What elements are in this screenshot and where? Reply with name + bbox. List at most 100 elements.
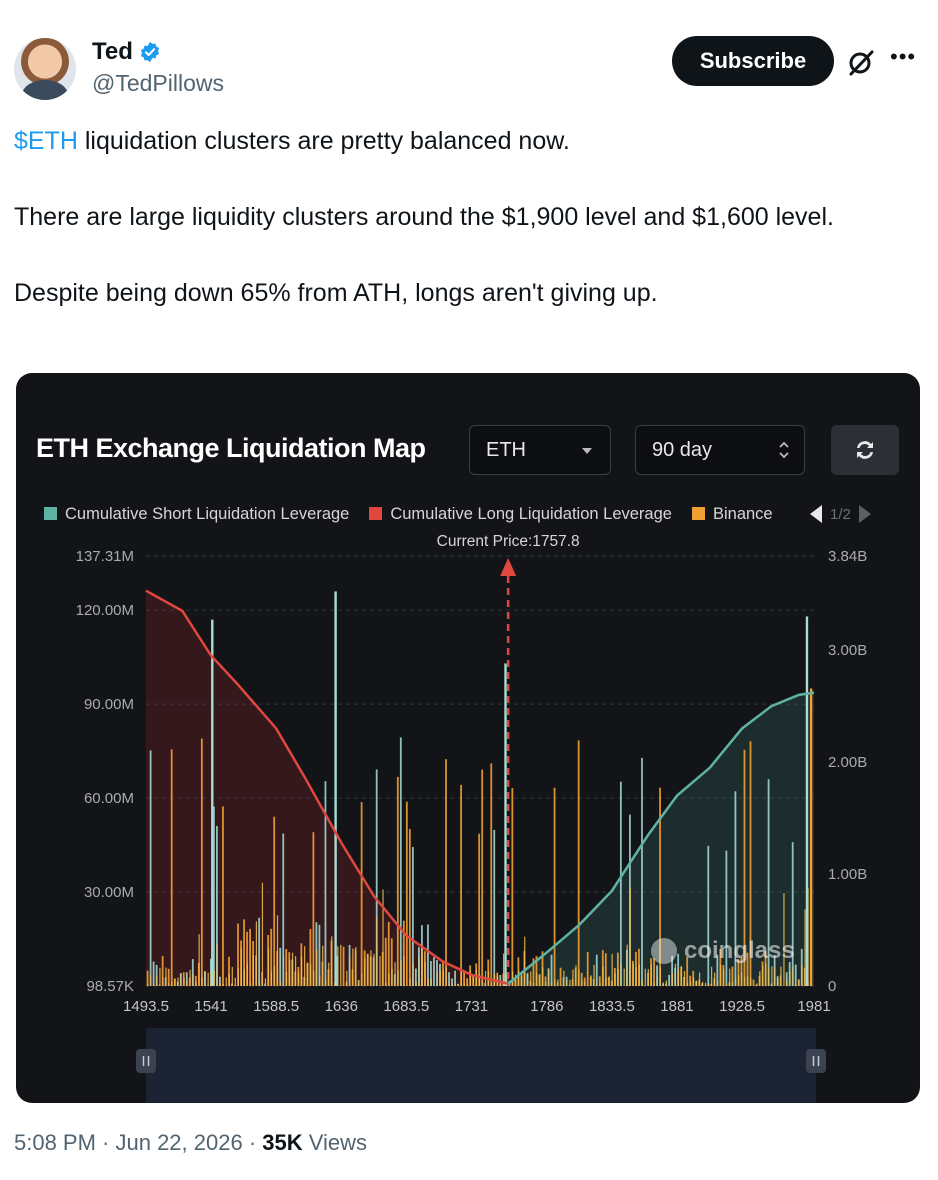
liquidation-bar xyxy=(375,769,378,986)
liquidation-bar xyxy=(352,948,354,986)
liquidation-bar xyxy=(216,943,218,986)
liquidation-bar xyxy=(201,977,203,986)
liquidation-bar xyxy=(237,923,239,986)
verified-badge-icon xyxy=(140,41,159,63)
liquidation-bar xyxy=(460,970,462,986)
liquidation-bar xyxy=(677,969,680,986)
next-page-icon[interactable] xyxy=(858,505,871,523)
liquidation-bar xyxy=(273,965,276,986)
x-tick: 1833.5 xyxy=(589,998,635,1015)
tweet-text: $ETH liquidation clusters are pretty bal… xyxy=(14,127,834,307)
liquidation-bar xyxy=(313,970,315,986)
chart-image[interactable]: ETH Exchange Liquidation Map ETH 90 day … xyxy=(16,373,920,1103)
liquidation-bar xyxy=(397,970,399,986)
range-handle[interactable] xyxy=(136,1049,156,1073)
legend-item-long[interactable]: Cumulative Long Liquidation Leverage xyxy=(369,505,672,524)
liquidation-bar xyxy=(342,946,345,986)
liquidation-bar xyxy=(478,974,481,986)
liquidation-bar xyxy=(337,946,339,986)
liquidation-bar xyxy=(740,956,743,986)
liquidation-bar xyxy=(632,963,634,986)
author-handle[interactable]: @TedPillows xyxy=(92,70,225,96)
x-tick: 1881 xyxy=(660,998,693,1015)
liquidation-bar xyxy=(445,759,447,986)
liquidation-bar xyxy=(701,981,704,986)
liquidation-bar xyxy=(430,961,432,986)
liquidation-bar xyxy=(454,984,456,986)
liquidation-bar xyxy=(243,968,245,986)
author-name[interactable]: Ted xyxy=(92,38,161,66)
liquidation-bar xyxy=(734,791,737,986)
liquidation-bar xyxy=(424,961,426,986)
liquidation-bar xyxy=(189,969,191,986)
updown-icon xyxy=(779,441,789,459)
grok-icon[interactable] xyxy=(846,48,876,78)
liquidation-bar xyxy=(726,984,728,986)
liquidation-bar xyxy=(451,983,453,986)
liquidation-bar xyxy=(692,977,695,986)
liquidation-bar xyxy=(463,983,466,986)
x-tick: 1786 xyxy=(530,998,563,1015)
current-price-label: Current Price:1757.8 xyxy=(437,533,580,550)
peak-bar xyxy=(504,663,507,986)
liquidation-bar xyxy=(532,958,535,986)
liquidation-bar xyxy=(194,975,197,986)
liquidation-bar xyxy=(237,968,239,986)
liquidation-bar xyxy=(246,963,248,986)
liquidation-bar xyxy=(411,847,414,986)
cashtag-link[interactable]: $ETH xyxy=(14,127,78,155)
liquidation-bar xyxy=(364,958,366,986)
liquidation-bar xyxy=(448,983,450,986)
y-left-tick: 60.00M xyxy=(84,790,134,807)
liquidation-bar xyxy=(324,781,327,986)
prev-page-icon[interactable] xyxy=(810,505,822,523)
avatar[interactable] xyxy=(14,38,76,100)
liquidation-bar xyxy=(331,936,333,986)
liquidation-bar xyxy=(662,982,664,986)
liquidation-bar xyxy=(756,983,758,986)
legend-item-binance[interactable]: Binance xyxy=(691,505,773,524)
liquidation-bar xyxy=(635,966,637,986)
liquidation-bar xyxy=(604,953,607,986)
more-icon[interactable]: ••• xyxy=(890,44,917,69)
liquidation-bar xyxy=(575,965,577,986)
liquidation-bar xyxy=(231,966,233,986)
range-handle[interactable] xyxy=(806,1049,826,1073)
liquidation-bar xyxy=(282,833,285,986)
liquidation-bar xyxy=(273,816,276,986)
symbol-select[interactable]: ETH xyxy=(469,425,611,475)
range-select[interactable]: 90 day xyxy=(635,425,805,475)
liquidation-bar xyxy=(707,983,710,986)
liquidation-bar xyxy=(409,978,411,986)
liquidation-bar xyxy=(536,973,538,986)
liquidation-bar xyxy=(744,976,746,986)
liquidation-bar xyxy=(737,959,740,986)
liquidation-bar xyxy=(219,976,221,986)
liquidation-bar xyxy=(167,968,170,986)
liquidation-bar xyxy=(801,965,803,986)
y-right-tick: 3.00B xyxy=(828,642,867,659)
liquidation-bar xyxy=(149,750,152,986)
subscribe-button[interactable]: Subscribe xyxy=(672,36,834,86)
liquidation-bar xyxy=(596,985,598,986)
legend-item-short[interactable]: Cumulative Short Liquidation Leverage xyxy=(44,505,349,524)
liquidation-bar xyxy=(454,970,456,986)
refresh-button[interactable] xyxy=(831,425,899,475)
liquidation-bar xyxy=(732,981,734,986)
liquidation-bar xyxy=(343,985,345,986)
y-left-tick: 120.00M xyxy=(76,602,134,619)
liquidation-bar xyxy=(399,737,402,986)
liquidation-bar xyxy=(382,889,384,986)
liquidation-bar xyxy=(641,980,643,986)
x-tick: 1636 xyxy=(325,998,358,1015)
liquidation-bar xyxy=(686,982,689,986)
liquidation-bar xyxy=(466,978,469,986)
liquidation-bar xyxy=(499,983,502,986)
liquidation-bar xyxy=(680,966,683,986)
liquidation-bar xyxy=(402,920,405,986)
x-tick: 1981 xyxy=(797,998,830,1015)
liquidation-bar xyxy=(647,969,649,986)
liquidation-bar xyxy=(527,973,529,986)
liquidation-bar xyxy=(385,982,387,986)
liquidation-bar xyxy=(421,944,423,986)
